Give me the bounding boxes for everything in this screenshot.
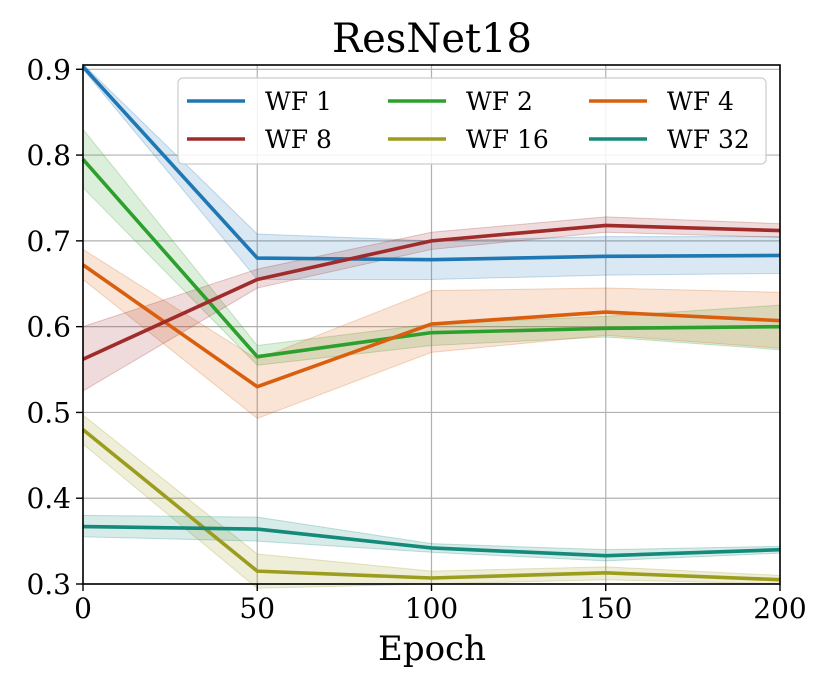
line-wf-2 — [81, 158, 781, 359]
line-wf-1 — [81, 65, 781, 262]
x-tick-label: 0 — [74, 592, 92, 625]
legend: WF 1 WF 2 WF 4 WF 8 WF 16 WF 32 — [177, 77, 767, 165]
y-axis-ticks: 0.3 0.4 0.5 0.6 0.7 0.8 0.9 — [26, 53, 83, 601]
x-tick-label: 200 — [753, 592, 806, 625]
line-wf-16 — [81, 428, 781, 582]
y-tick-label: 0.4 — [26, 482, 71, 515]
legend-label: WF 1 — [265, 87, 332, 116]
x-axis-label: Epoch — [378, 629, 486, 669]
legend-label: WF 8 — [265, 125, 332, 154]
legend-label: WF 32 — [667, 125, 750, 154]
x-tick-label: 150 — [579, 592, 632, 625]
y-tick-label: 0.6 — [26, 311, 71, 344]
x-axis-ticks: 0 50 100 150 200 — [74, 584, 807, 625]
legend-label: WF 4 — [667, 87, 734, 116]
x-tick-label: 100 — [405, 592, 458, 625]
y-tick-label: 0.8 — [26, 139, 71, 172]
y-tick-label: 0.3 — [26, 568, 71, 601]
legend-label: WF 2 — [466, 87, 533, 116]
y-tick-label: 0.5 — [26, 396, 71, 429]
line-wf-8 — [82, 223, 781, 361]
y-tick-label: 0.7 — [26, 225, 71, 258]
y-tick-label: 0.9 — [26, 53, 71, 86]
line-wf-4 — [81, 263, 781, 389]
series-lines — [81, 65, 781, 582]
x-tick-label: 50 — [239, 592, 275, 625]
chart-title: ResNet18 — [332, 16, 532, 62]
line-wf-32 — [82, 524, 781, 558]
legend-label: WF 16 — [466, 125, 549, 154]
